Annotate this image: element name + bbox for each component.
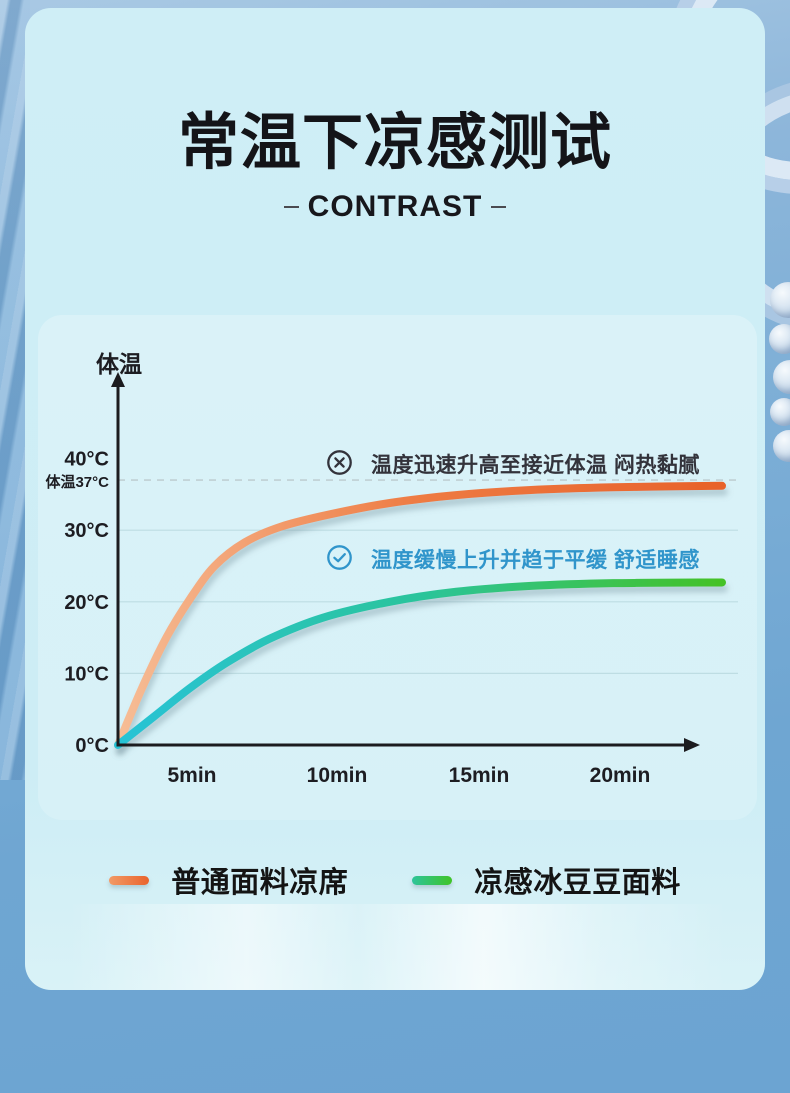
annotation-text: 温度迅速升高至接近体温 闷热黏腻 xyxy=(371,454,700,477)
svg-text:体温37°C: 体温37°C xyxy=(45,473,109,491)
legend-label: 普通面料凉席 xyxy=(171,867,349,899)
legend-label: 凉感冰豆豆面料 xyxy=(474,867,681,899)
page-title: 常温下凉感测试 xyxy=(177,108,612,176)
bead-decoration xyxy=(770,282,790,318)
annotation-text: 温度缓慢上升并趋于平缓 舒适睡感 xyxy=(371,549,700,572)
chart-card: 40°C 体温37°C 30°C 20°C 10°C 0°C 5min 10min 15min 2… xyxy=(38,315,757,820)
legend-item-ordinary-fabric: 普通面料凉席 xyxy=(109,859,348,901)
legend-marker-green xyxy=(412,875,453,885)
annotation-ordinary-fabric: 温度迅速升高至接近体温 闷热黏腻 xyxy=(326,449,700,479)
bead-decoration xyxy=(769,324,790,354)
circle-x-icon xyxy=(326,450,353,478)
svg-text:10min: 10min xyxy=(307,764,368,787)
page-subtitle: CONTRAST xyxy=(25,190,765,224)
annotation-cooling-fabric: 温度缓慢上升并趋于平缓 舒适睡感 xyxy=(326,544,700,574)
svg-text:20min: 20min xyxy=(590,764,651,787)
subtitle-dash xyxy=(283,206,299,209)
svg-text:15min: 15min xyxy=(449,764,510,787)
main-panel: 常温下凉感测试 CONTRAST 40°C 体温37°C 30°C 20°C 10°C 0… xyxy=(25,8,765,990)
temperature-line-chart: 40°C 体温37°C 30°C 20°C 10°C 0°C 5min 10min 15min 2… xyxy=(45,372,738,787)
y-axis-title: 体温 xyxy=(96,351,142,377)
svg-text:5min: 5min xyxy=(167,764,216,787)
panel-sheen-decoration xyxy=(25,904,765,990)
bead-decoration xyxy=(773,430,790,462)
svg-text:20°C: 20°C xyxy=(64,592,109,614)
svg-text:10°C: 10°C xyxy=(64,663,109,685)
legend-marker-orange xyxy=(109,875,150,885)
legend: 普通面料凉席 凉感冰豆豆面料 xyxy=(25,859,765,901)
subtitle-dash xyxy=(491,206,507,209)
subtitle-text: CONTRAST xyxy=(307,190,483,224)
svg-text:40°C: 40°C xyxy=(64,449,109,471)
svg-text:0°C: 0°C xyxy=(75,735,109,757)
bead-decoration xyxy=(773,360,790,394)
svg-text:30°C: 30°C xyxy=(64,520,109,542)
circle-check-icon xyxy=(326,545,353,573)
legend-item-cooling-fabric: 凉感冰豆豆面料 xyxy=(412,859,681,901)
bead-decoration xyxy=(770,398,790,426)
